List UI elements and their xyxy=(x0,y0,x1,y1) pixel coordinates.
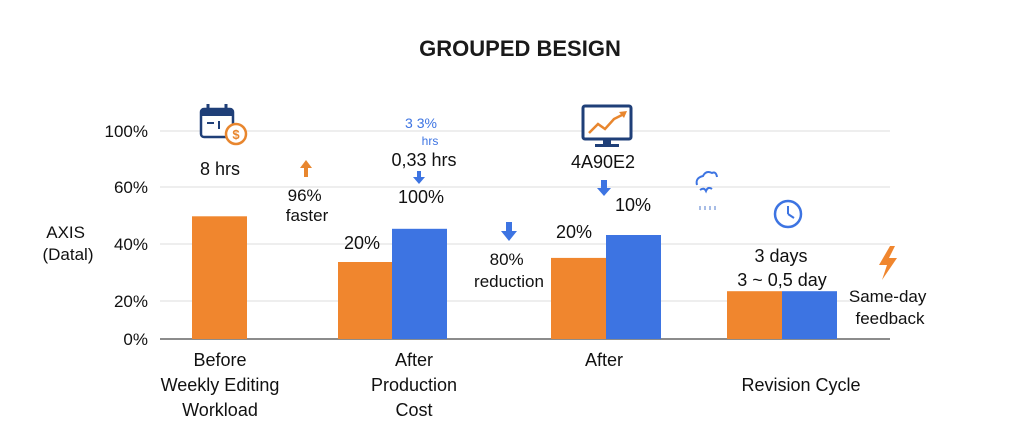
clock-icon xyxy=(773,199,803,229)
y-tick-label: 60% xyxy=(114,178,148,197)
bar-label-production-orange: 20% xyxy=(344,233,380,253)
y-tick-label: 20% xyxy=(114,292,148,311)
monitor-chart-icon xyxy=(581,104,633,147)
same-day-annotation-line-1: Same-day xyxy=(849,287,927,306)
cloud-sketch-icon xyxy=(695,171,718,210)
up-arrow-icon xyxy=(300,160,312,177)
category-label-line: After xyxy=(395,350,433,370)
y-tick-labels: 100% 60% 40% 20% 0% xyxy=(105,122,148,349)
y-tick-label: 0% xyxy=(123,330,148,349)
faster-annotation-line-1: 96% xyxy=(288,186,322,205)
bar-orange-1 xyxy=(338,262,393,339)
svg-text:$: $ xyxy=(232,127,240,142)
bar-label-revision-days: 3 days xyxy=(754,246,807,266)
bar-label-after-blue: 10% xyxy=(615,195,651,215)
reduction-annotation-line-1: 80% xyxy=(490,250,524,269)
bar-blue-2 xyxy=(606,235,661,339)
category-label-line: Weekly Editing xyxy=(161,375,280,395)
y-axis-label-line-2: (Datal) xyxy=(42,245,93,264)
bar-blue-1 xyxy=(392,228,447,339)
down-arrow-icon xyxy=(413,171,425,184)
bar-label-after-orange: 20% xyxy=(556,222,592,242)
calendar-dollar-icon: $ xyxy=(199,104,248,146)
category-label-line: After xyxy=(585,350,623,370)
bar-label-production-blue: 100% xyxy=(398,187,444,207)
same-day-annotation: Same-day feedback xyxy=(849,287,931,328)
bar-orange-0 xyxy=(192,216,247,339)
category-label-line: Before xyxy=(193,350,246,370)
lightning-icon xyxy=(879,246,897,280)
category-label-line: Workload xyxy=(182,400,258,420)
bar-label-revision-range: 3 ~ 0,5 day xyxy=(737,270,827,290)
bar-blue-3 xyxy=(782,291,837,339)
small-hrs-label: hrs xyxy=(422,134,439,148)
hrs-value-label: 0,33 hrs xyxy=(391,150,456,170)
y-tick-label: 100% xyxy=(105,122,148,141)
faster-annotation: 96% faster xyxy=(286,186,329,225)
category-label: Revision Cycle xyxy=(741,375,860,395)
chart-title: GROUPED BESIGN xyxy=(419,36,621,61)
y-axis-label-line-1: AXIS xyxy=(46,223,85,242)
small-percent-label: 3 3% xyxy=(405,115,437,131)
reduction-annotation-line-2: reduction xyxy=(474,272,544,291)
hex-code-label: 4A90E2 xyxy=(571,152,635,172)
same-day-annotation-line-2: feedback xyxy=(856,309,925,328)
faster-annotation-line-2: faster xyxy=(286,206,329,225)
bar-orange-3 xyxy=(727,291,782,339)
category-labels: Before Weekly Editing Workload After Product… xyxy=(161,350,861,420)
category-label-line: Revision Cycle xyxy=(741,375,860,395)
down-arrow-icon xyxy=(501,222,517,241)
down-arrow-icon xyxy=(597,180,611,196)
category-label: Before Weekly Editing Workload xyxy=(161,350,280,420)
bar-orange-2 xyxy=(551,257,606,339)
y-tick-label: 40% xyxy=(114,235,148,254)
category-label-line: Production xyxy=(371,375,457,395)
category-label: After Production Cost xyxy=(371,350,457,420)
bar-label-before-orange: 8 hrs xyxy=(200,159,240,179)
reduction-annotation: 80% reduction xyxy=(474,250,544,291)
y-axis-label: AXIS (Datal) xyxy=(42,223,93,264)
category-label: After xyxy=(585,350,623,370)
bar-layer xyxy=(192,216,837,339)
category-label-line: Cost xyxy=(395,400,432,420)
